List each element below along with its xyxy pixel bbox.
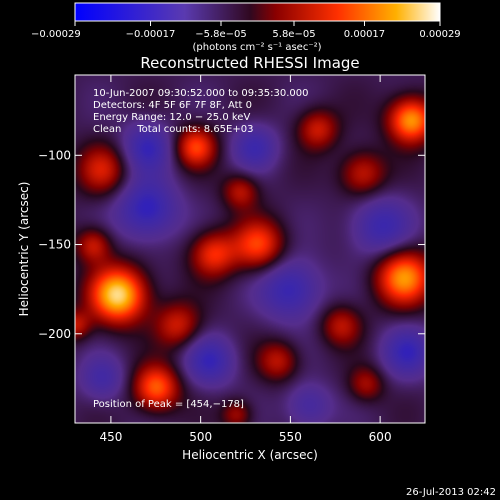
x-axis-ticks [110,75,381,423]
chart-title: Reconstructed RHESSI Image [140,54,359,72]
annotation-energy-range: Energy Range: 12.0 − 25.0 keV [93,112,250,123]
x-axis-tick-labels: 450 500 550 600 [99,430,391,444]
plot-frame [74,74,426,424]
x-axis-label: Heliocentric X (arcsec) [182,448,318,462]
x-tick-label: 550 [279,430,302,444]
peak-position-label: Position of Peak = [454,−178] [93,399,244,410]
colorbar-labels: −0.00029 −0.00017 −5.8e−05 5.8e−05 0.00017 0.… [31,29,461,40]
colorbar [74,2,441,22]
annotation-clean-counts: Clean Total counts: 8.65E+03 [93,124,253,135]
x-tick-label: 500 [189,430,212,444]
x-tick-label: 450 [99,430,122,444]
y-tick-label: −100 [38,148,71,162]
annotation-detectors: Detectors: 4F 5F 6F 7F 8F, Att 0 [93,100,252,111]
colorbar-ticks [74,21,441,26]
y-axis-tick-labels: −100 −150 −200 [38,148,71,340]
y-tick-label: −200 [38,327,71,341]
colorbar-tick-label: 5.8e−05 [272,29,315,40]
footer-timestamp: 26-Jul-2013 02:42 [406,487,496,498]
y-axis-label: Heliocentric Y (arcsec) [17,182,31,317]
heatmap-image [75,75,425,423]
colorbar-tick-label: −0.00029 [31,29,81,40]
annotation-block: 10-Jun-2007 09:30:52.000 to 09:35:30.000… [93,88,309,135]
colorbar-unit-label: (photons cm⁻² s⁻¹ asec⁻²) [192,42,321,53]
colorbar-tick-label: −0.00017 [126,29,176,40]
colorbar-tick-label: −5.8e−05 [195,29,247,40]
y-axis-ticks [75,154,425,335]
annotation-time-range: 10-Jun-2007 09:30:52.000 to 09:35:30.000 [93,88,309,99]
colorbar-tick-label: 0.00029 [419,29,460,40]
colorbar-tick-label: 0.00017 [344,29,385,40]
y-tick-label: −150 [38,238,71,252]
x-tick-label: 600 [369,430,392,444]
